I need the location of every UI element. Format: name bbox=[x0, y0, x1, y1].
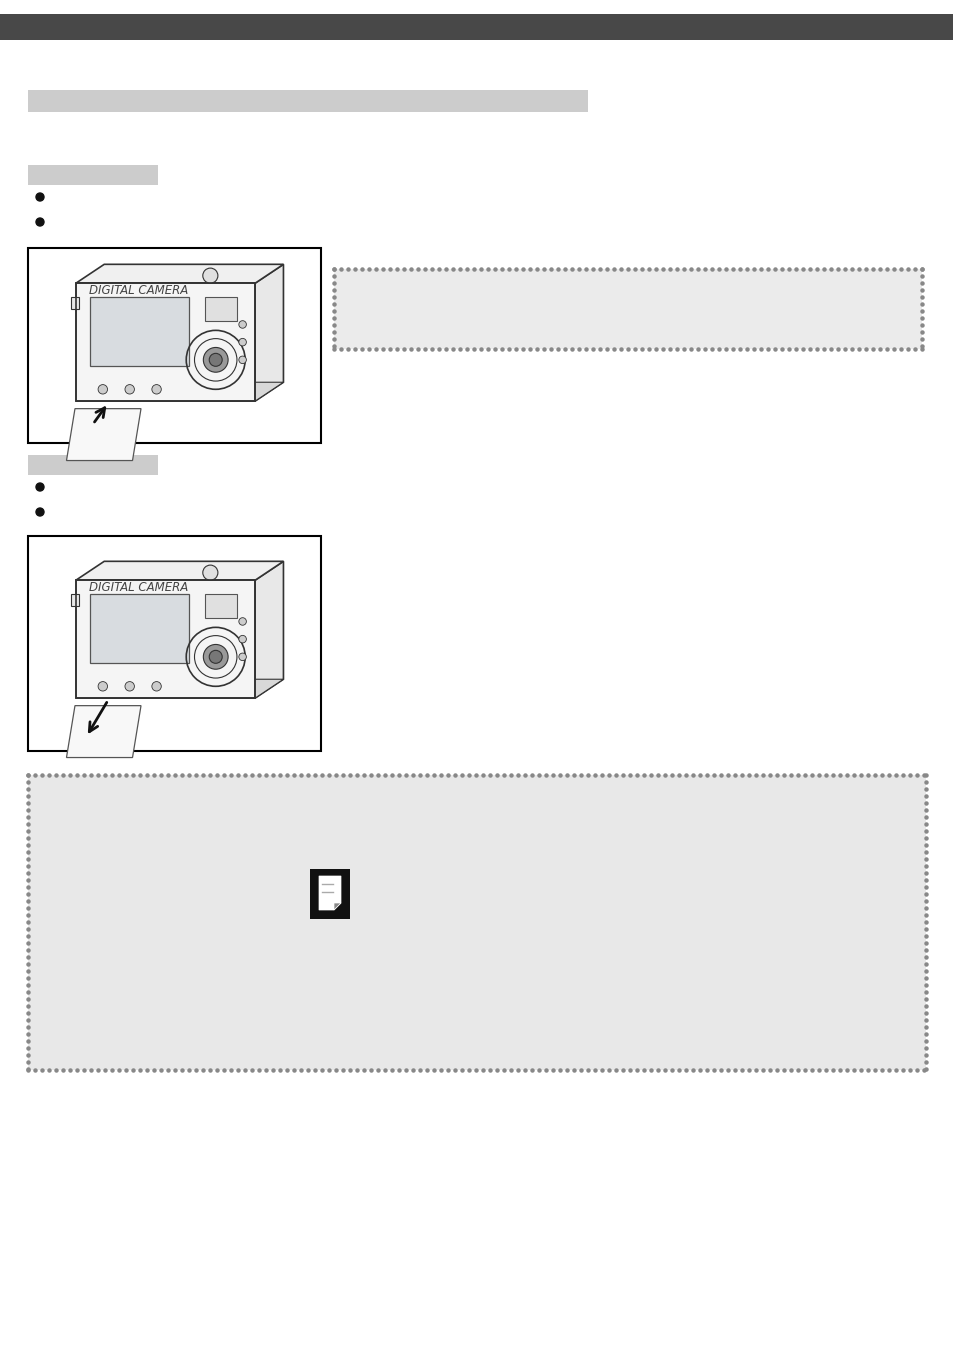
Circle shape bbox=[98, 384, 108, 394]
Circle shape bbox=[238, 635, 246, 643]
Bar bbox=[28, 90, 587, 112]
Circle shape bbox=[152, 681, 161, 691]
Polygon shape bbox=[76, 580, 254, 697]
Circle shape bbox=[238, 321, 246, 328]
Circle shape bbox=[209, 353, 222, 367]
Circle shape bbox=[203, 645, 228, 669]
Text: DIGITAL CAMERA: DIGITAL CAMERA bbox=[89, 285, 188, 297]
Circle shape bbox=[238, 653, 246, 661]
Polygon shape bbox=[254, 264, 283, 401]
Polygon shape bbox=[334, 902, 340, 911]
Polygon shape bbox=[67, 706, 141, 758]
Bar bbox=[28, 165, 158, 185]
Bar bbox=[334, 268, 921, 349]
Polygon shape bbox=[76, 382, 283, 401]
Bar bbox=[28, 774, 925, 1070]
Circle shape bbox=[238, 339, 246, 345]
Polygon shape bbox=[205, 595, 237, 618]
Circle shape bbox=[238, 618, 246, 625]
Bar bbox=[71, 595, 79, 606]
Polygon shape bbox=[76, 264, 283, 283]
Polygon shape bbox=[254, 561, 283, 697]
Polygon shape bbox=[76, 283, 254, 401]
Polygon shape bbox=[76, 561, 283, 580]
Polygon shape bbox=[67, 409, 141, 460]
Circle shape bbox=[98, 681, 108, 691]
Bar bbox=[28, 248, 320, 442]
Bar bbox=[28, 536, 320, 751]
Circle shape bbox=[203, 348, 228, 372]
Circle shape bbox=[152, 384, 161, 394]
Circle shape bbox=[36, 219, 44, 227]
Bar bbox=[28, 455, 158, 475]
Circle shape bbox=[203, 268, 217, 283]
Circle shape bbox=[238, 356, 246, 364]
Polygon shape bbox=[76, 680, 283, 697]
Circle shape bbox=[36, 193, 44, 201]
Circle shape bbox=[125, 681, 134, 691]
Text: DIGITAL CAMERA: DIGITAL CAMERA bbox=[89, 581, 188, 594]
Circle shape bbox=[36, 509, 44, 517]
Circle shape bbox=[36, 483, 44, 491]
Circle shape bbox=[125, 384, 134, 394]
Polygon shape bbox=[318, 876, 340, 911]
Polygon shape bbox=[91, 297, 189, 366]
Circle shape bbox=[209, 650, 222, 664]
Circle shape bbox=[203, 565, 217, 580]
Bar bbox=[0, 13, 953, 40]
Bar bbox=[71, 297, 79, 309]
Bar bbox=[310, 869, 350, 919]
Polygon shape bbox=[205, 297, 237, 321]
Polygon shape bbox=[91, 595, 189, 662]
